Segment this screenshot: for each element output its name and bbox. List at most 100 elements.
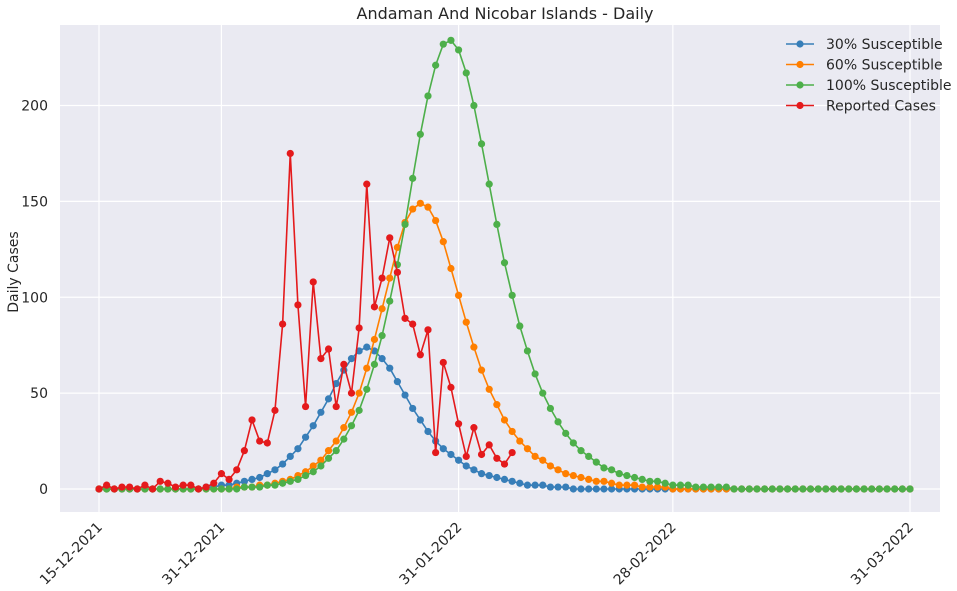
data-point	[432, 61, 440, 69]
data-point	[217, 470, 226, 478]
data-point	[332, 447, 340, 455]
data-point	[393, 268, 401, 276]
data-point	[347, 422, 356, 430]
data-point	[301, 402, 310, 411]
legend: 30% Susceptible 60% Susceptible 100% Susce…	[786, 37, 952, 115]
data-point	[554, 466, 562, 474]
data-point	[653, 483, 662, 491]
data-point	[898, 485, 906, 493]
x-tick-label: 31-12-2021	[159, 520, 228, 589]
data-point	[523, 445, 532, 453]
data-point	[424, 427, 432, 436]
data-point	[156, 477, 164, 485]
plot-background	[60, 25, 940, 512]
data-point	[324, 447, 333, 455]
legend-marker	[796, 101, 804, 110]
data-point	[240, 483, 248, 491]
data-point	[309, 422, 317, 430]
data-point	[401, 391, 409, 399]
data-point	[179, 481, 187, 489]
data-point	[822, 485, 830, 493]
data-point	[409, 404, 417, 413]
data-point	[164, 485, 172, 493]
x-tick-labels: 15-12-2021 31-12-2021 31-01-2022 28-02-2022…	[37, 520, 917, 589]
data-point	[133, 485, 141, 493]
data-point	[454, 420, 463, 428]
data-point	[646, 483, 654, 491]
data-point	[156, 485, 164, 493]
data-point	[477, 140, 486, 148]
data-point	[309, 462, 317, 470]
data-point	[148, 485, 157, 493]
data-point	[592, 458, 600, 466]
data-point	[324, 395, 333, 403]
data-point	[454, 456, 463, 464]
data-point	[439, 238, 447, 246]
data-point	[324, 345, 333, 353]
data-point	[837, 485, 845, 493]
data-point	[447, 36, 455, 44]
data-point	[715, 483, 723, 491]
data-point	[523, 481, 532, 489]
data-point	[103, 481, 111, 489]
data-point	[600, 485, 608, 493]
y-tick-labels: 0 50 100 150 200	[21, 99, 48, 498]
legend-label: 100% Susceptible	[826, 78, 952, 94]
data-point	[638, 483, 646, 491]
data-point	[562, 429, 570, 437]
data-point	[248, 416, 256, 424]
data-point	[340, 424, 348, 432]
data-point	[171, 483, 180, 491]
data-point	[454, 46, 463, 54]
data-point	[248, 475, 256, 484]
data-point	[301, 433, 310, 441]
data-point	[217, 485, 226, 493]
legend-marker	[796, 60, 804, 69]
data-point	[470, 466, 478, 474]
data-point	[416, 351, 424, 359]
data-point	[271, 481, 279, 489]
data-point	[630, 481, 639, 489]
data-point	[416, 130, 424, 138]
data-point	[470, 424, 478, 432]
data-point	[669, 481, 677, 489]
data-point	[378, 355, 386, 363]
data-point	[439, 40, 447, 48]
legend-label: 30% Susceptible	[826, 37, 943, 53]
data-point	[592, 477, 600, 485]
data-point	[768, 485, 776, 493]
data-point	[210, 485, 218, 493]
data-point	[829, 485, 838, 493]
data-point	[462, 69, 470, 77]
data-point	[653, 477, 662, 485]
data-point	[646, 477, 654, 485]
data-point	[332, 379, 340, 388]
grid-lines	[60, 25, 940, 512]
data-point	[378, 305, 386, 313]
data-point	[508, 477, 516, 485]
data-point	[248, 483, 256, 491]
data-point	[500, 460, 509, 468]
data-point	[454, 291, 463, 299]
data-point	[791, 485, 799, 493]
data-point	[294, 445, 302, 453]
y-tick-label: 150	[21, 194, 48, 210]
data-point	[263, 439, 271, 447]
data-point	[875, 485, 884, 493]
data-point	[363, 364, 371, 372]
data-point	[493, 220, 501, 228]
data-point	[225, 475, 233, 484]
data-point	[386, 297, 394, 305]
data-point	[531, 370, 539, 378]
data-point	[699, 483, 708, 491]
data-point	[569, 439, 577, 447]
chart-title: Andaman And Nicobar Islands - Daily	[357, 4, 654, 23]
data-point	[355, 324, 363, 332]
data-point	[661, 479, 669, 487]
data-point	[508, 427, 516, 436]
data-point	[194, 485, 203, 493]
data-point	[546, 462, 555, 470]
data-point	[485, 385, 493, 393]
data-point	[585, 485, 593, 493]
data-point	[347, 408, 356, 416]
